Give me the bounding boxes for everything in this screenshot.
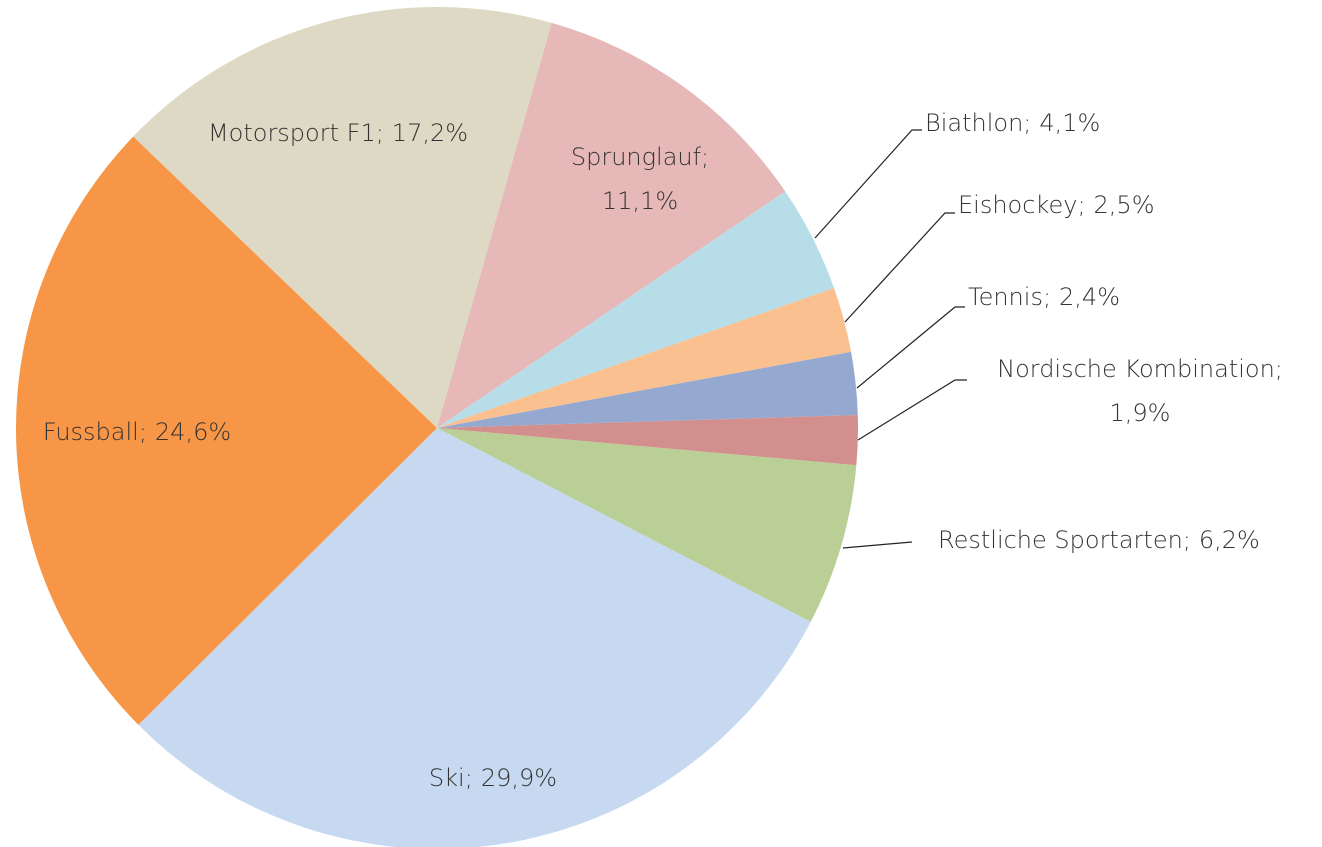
value-label: 4,1%	[1039, 109, 1100, 137]
category-label: Fussball;	[43, 418, 147, 446]
leader-line	[857, 379, 967, 441]
value-label: 11,1%	[602, 187, 678, 215]
slice-label: Motorsport F1; 17,2%	[208, 119, 468, 147]
pie-slice	[15, 136, 437, 725]
slice-label: Fussball; 24,6%	[43, 418, 231, 446]
leader-line	[842, 541, 913, 549]
leader-line	[814, 129, 922, 239]
slice-label: Tennis; 2,4%	[968, 283, 1120, 311]
category-label: Biathlon;	[925, 109, 1031, 137]
value-label: 2,5%	[1094, 191, 1155, 219]
category-label: Nordische Kombination;	[997, 355, 1283, 383]
category-label: Ski;	[429, 764, 473, 792]
pie-slice	[437, 191, 835, 428]
value-label: 1,9%	[1110, 399, 1171, 427]
pie-slice	[437, 351, 858, 428]
slice-label: Nordische Kombination; 1,9%	[997, 355, 1283, 427]
value-label: 24,6%	[155, 418, 231, 446]
leader-line	[844, 212, 955, 323]
value-label: 2,4%	[1059, 283, 1120, 311]
slice-label: Restliche Sportarten; 6,2%	[938, 526, 1260, 554]
pie-slice	[437, 428, 857, 622]
category-label: Tennis;	[968, 283, 1051, 311]
pie-slice	[133, 7, 552, 429]
leader-line	[856, 306, 965, 389]
slice-label: Ski; 29,9%	[429, 764, 557, 792]
value-label: 6,2%	[1199, 526, 1260, 554]
value-label: 17,2%	[392, 119, 468, 147]
value-label: 29,9%	[481, 764, 557, 792]
pie-slice	[138, 428, 811, 847]
pie-slice	[437, 287, 852, 428]
category-label: Motorsport F1;	[208, 119, 384, 147]
category-label: Eishockey;	[958, 191, 1086, 219]
slice-label: Biathlon; 4,1%	[925, 109, 1100, 137]
slice-label: Eishockey; 2,5%	[958, 191, 1155, 219]
category-label: Sprunglauf;	[571, 143, 709, 171]
slice-label: Sprunglauf; 11,1%	[571, 143, 709, 215]
pie-slice	[437, 415, 859, 466]
pie-slice	[437, 22, 786, 429]
category-label: Restliche Sportarten;	[938, 526, 1191, 554]
